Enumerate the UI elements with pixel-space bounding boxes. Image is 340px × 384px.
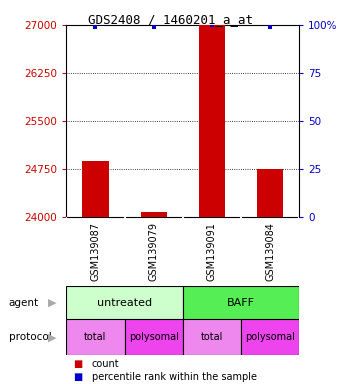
Text: polysomal: polysomal [129, 332, 179, 343]
Text: polysomal: polysomal [245, 332, 295, 343]
Text: count: count [92, 359, 119, 369]
Text: ■: ■ [73, 372, 82, 382]
Text: total: total [84, 332, 107, 343]
Bar [82, 161, 108, 217]
Bar [66, 319, 124, 355]
Bar [183, 319, 241, 355]
Text: agent: agent [8, 298, 39, 308]
Bar [257, 169, 283, 217]
Text: GDS2408 / 1460201_a_at: GDS2408 / 1460201_a_at [87, 13, 253, 26]
Text: ▶: ▶ [49, 298, 57, 308]
Text: GSM139084: GSM139084 [265, 222, 275, 281]
Bar [183, 286, 299, 319]
Text: GSM139087: GSM139087 [90, 222, 100, 281]
Text: percentile rank within the sample: percentile rank within the sample [92, 372, 257, 382]
Bar [140, 212, 167, 217]
Text: BAFF: BAFF [227, 298, 255, 308]
Bar [124, 319, 183, 355]
Text: GSM139079: GSM139079 [149, 222, 159, 281]
Bar [199, 25, 225, 217]
Bar [66, 286, 183, 319]
Text: total: total [201, 332, 223, 343]
Text: protocol: protocol [8, 332, 51, 343]
Bar [241, 319, 299, 355]
Text: GSM139091: GSM139091 [207, 222, 217, 281]
Text: ■: ■ [73, 359, 82, 369]
Text: untreated: untreated [97, 298, 152, 308]
Text: ▶: ▶ [49, 332, 57, 343]
